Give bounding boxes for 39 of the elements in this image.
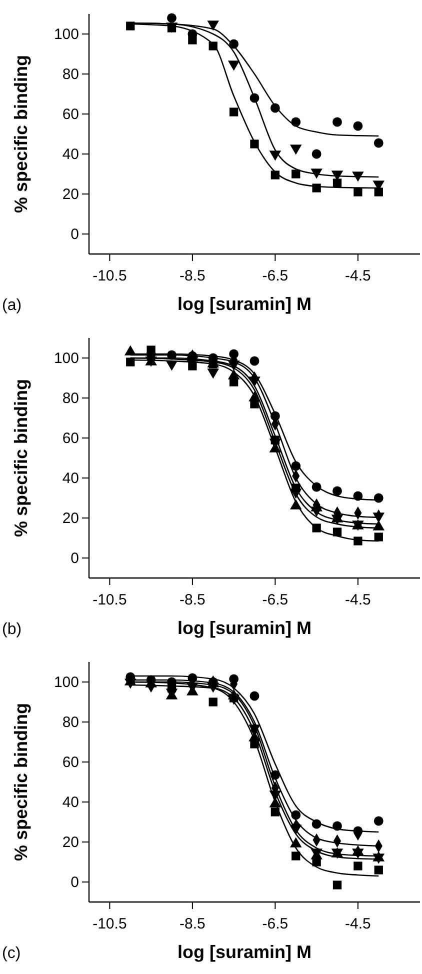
y-tick-label: 60: [62, 430, 79, 447]
y-axis-title: % specific binding: [11, 54, 31, 214]
x-tick-label: -4.5: [345, 268, 371, 284]
x-tick-label: -4.5: [345, 916, 371, 932]
y-tick-label: 40: [62, 470, 79, 487]
y-tick-label: 80: [62, 390, 79, 407]
x-tick-label: -6.5: [262, 268, 288, 284]
x-axis-title: log [suramin] M: [178, 618, 312, 638]
text: (b): [2, 621, 22, 638]
x-tick-label: -10.5: [92, 592, 127, 608]
y-tick-label: 0: [70, 226, 79, 243]
x-tick-label: -6.5: [262, 916, 288, 932]
y-tick-label: 40: [62, 794, 79, 811]
y-axis-title: % specific binding: [11, 702, 31, 862]
y-tick-label: 0: [70, 874, 79, 891]
y-tick-label: 100: [54, 350, 79, 367]
text: (c): [2, 945, 21, 962]
x-tick-label: -6.5: [262, 592, 288, 608]
y-axis-title: % specific binding: [11, 378, 31, 538]
text: (a): [2, 297, 22, 314]
x-tick-label: -10.5: [92, 268, 127, 284]
y-tick-label: 60: [62, 106, 79, 123]
y-tick-label: 0: [70, 550, 79, 567]
y-tick-label: 60: [62, 754, 79, 771]
x-axis-title: log [suramin] M: [178, 942, 312, 962]
x-tick-label: -8.5: [180, 916, 206, 932]
y-tick-label: 80: [62, 66, 79, 83]
y-tick-label: 20: [62, 510, 79, 527]
x-tick-label: -8.5: [180, 268, 206, 284]
x-tick-label: -4.5: [345, 592, 371, 608]
x-tick-label: -8.5: [180, 592, 206, 608]
y-tick-label: 20: [62, 834, 79, 851]
x-axis-title: log [suramin] M: [178, 294, 312, 314]
x-tick-label: -10.5: [92, 916, 127, 932]
y-tick-label: 40: [62, 146, 79, 163]
y-tick-label: 100: [54, 26, 79, 43]
y-tick-label: 80: [62, 714, 79, 731]
y-tick-label: 20: [62, 186, 79, 203]
y-tick-label: 100: [54, 674, 79, 691]
